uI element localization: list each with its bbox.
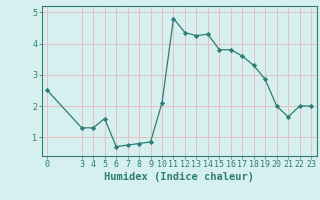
X-axis label: Humidex (Indice chaleur): Humidex (Indice chaleur) bbox=[104, 172, 254, 182]
